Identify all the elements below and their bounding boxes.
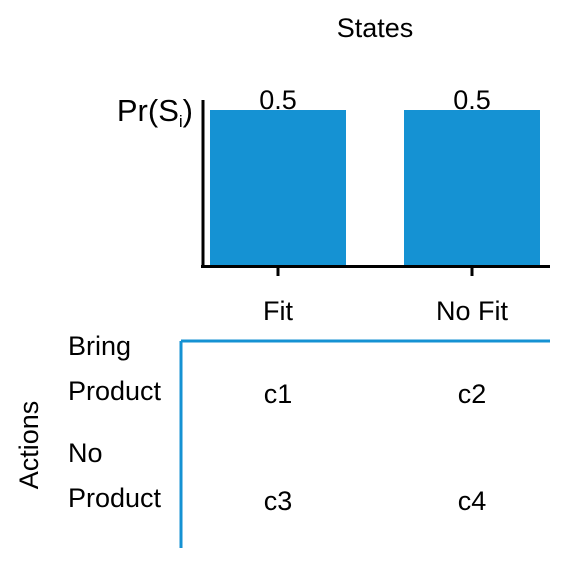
bar-group: 0.5 0.5 xyxy=(210,85,540,266)
action-rows: Bring Product c1 c2 No Product c3 c4 xyxy=(68,331,486,516)
y-label-var: S xyxy=(158,93,179,128)
bar xyxy=(404,110,540,266)
y-axis-label: Pr(Si) xyxy=(117,93,193,131)
x-tick-label: No Fit xyxy=(436,296,509,326)
y-label-sub: i xyxy=(179,112,183,131)
action-label-top: No xyxy=(68,438,103,468)
action-label-bottom: Product xyxy=(68,483,162,513)
outcome-cell: c3 xyxy=(264,486,293,516)
y-label-close-paren: ) xyxy=(183,93,193,128)
bar-data-label: 0.5 xyxy=(259,85,297,115)
outcome-cell: c4 xyxy=(458,486,487,516)
x-tick-label: Fit xyxy=(263,296,293,326)
bar-data-label: 0.5 xyxy=(453,85,491,115)
action-label-bottom: Product xyxy=(68,376,162,406)
outcome-cell: c2 xyxy=(458,379,487,409)
actions-axis-label: Actions xyxy=(14,401,44,490)
y-label-base: Pr xyxy=(117,93,148,128)
y-label-open-paren: ( xyxy=(148,93,159,128)
x-tick-group: Fit No Fit xyxy=(263,266,508,326)
outcome-cell: c1 xyxy=(264,379,293,409)
action-label-top: Bring xyxy=(68,331,131,361)
chart-title: States xyxy=(337,13,414,43)
bar xyxy=(210,110,346,266)
